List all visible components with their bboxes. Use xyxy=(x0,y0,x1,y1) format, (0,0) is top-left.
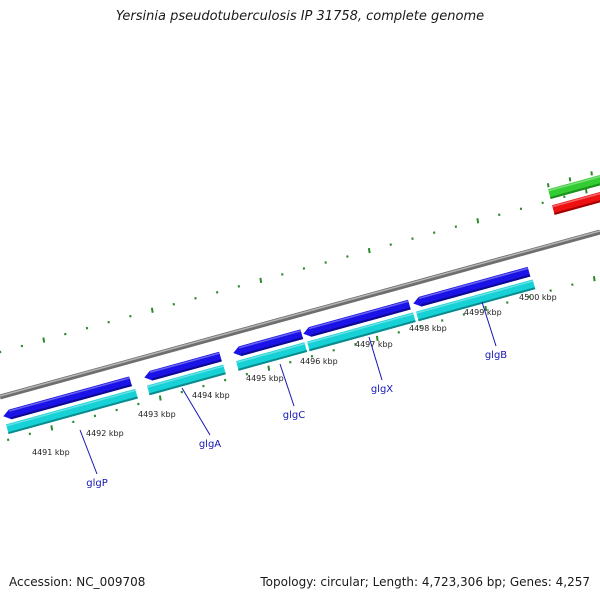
accession-text: Accession: NC_009708 xyxy=(9,575,146,589)
reverse-feature-red xyxy=(552,189,600,215)
gene-leader-line xyxy=(368,336,383,381)
reverse-strand-bar-edge xyxy=(149,372,226,396)
forward-feature-green-shine xyxy=(548,174,600,192)
gene-label-glgA: glgA xyxy=(199,439,221,450)
forward-gene-glgX xyxy=(303,299,411,337)
reverse-strand-bar xyxy=(147,364,226,396)
outer-tick-mark xyxy=(547,183,550,188)
tick-label: 4496 kbp xyxy=(300,357,338,366)
gene-label-glgX: glgX xyxy=(371,384,393,395)
forward-feature-green-fill xyxy=(548,173,600,199)
label-layer: 4491 kbp 4492 kbp 4493 kbp 4494 kbp 4495 kbp… xyxy=(32,293,557,489)
outer-tick-mark xyxy=(150,307,154,313)
inner-tick-mark xyxy=(267,365,271,371)
backbone-layer xyxy=(0,229,600,400)
forward-gene-glgX-fill xyxy=(303,299,411,337)
tick-label: 4500 kbp xyxy=(519,293,557,302)
reverse-strand-bar-edge xyxy=(309,320,416,352)
tick-label: 4491 kbp xyxy=(32,448,70,457)
reverse-strand-bar xyxy=(236,342,308,371)
outer-tick-mark xyxy=(590,171,593,176)
reverse-strand-bar-shine xyxy=(416,280,534,314)
inner-tick-mark xyxy=(158,395,162,401)
outer-tick-mark xyxy=(259,277,263,284)
tick-label: 4499 kbp xyxy=(464,308,502,317)
reverse-strand-bar-shine xyxy=(236,342,306,364)
gene-leader-line xyxy=(79,429,98,475)
reverse-strand-bar-edge xyxy=(8,396,138,434)
forward-gene-glgA-shine xyxy=(149,352,220,373)
forward-gene-glgA-fill xyxy=(144,351,222,381)
inner-tick-mark xyxy=(592,276,596,282)
tick-label: 4495 kbp xyxy=(246,374,284,383)
tick-layer xyxy=(0,171,596,442)
reverse-strand-bar xyxy=(416,279,536,322)
outer-tick-mark xyxy=(42,337,46,343)
forward-gene-glgX-shine xyxy=(308,300,409,330)
reverse-strand-bar-shine xyxy=(6,389,136,427)
tick-label: 4493 kbp xyxy=(138,410,176,419)
forward-gene-glgP-fill xyxy=(3,376,132,420)
gene-label-glgC: glgC xyxy=(283,410,305,421)
tick-label: 4498 kbp xyxy=(409,324,447,333)
forward-gene-glgC-edge xyxy=(240,337,304,356)
reverse-strand-bar-fill xyxy=(307,312,416,352)
forward-gene-glgB-edge xyxy=(420,274,531,307)
reverse-strand-bar xyxy=(307,312,416,352)
gene-layer xyxy=(3,173,600,434)
genome-backbone-highlight xyxy=(0,230,600,397)
genome-backbone xyxy=(0,229,600,400)
reverse-strand-bar-fill xyxy=(236,342,308,371)
forward-gene-glgB-shine xyxy=(418,267,529,300)
gene-label-glgB: glgB xyxy=(485,350,507,361)
outer-tick-mark xyxy=(568,177,572,182)
reverse-strand-bar-fill xyxy=(147,364,226,396)
reverse-feature-red-edge xyxy=(554,197,600,215)
tick-label: 4492 kbp xyxy=(86,429,124,438)
forward-gene-glgC xyxy=(233,329,304,356)
forward-gene-glgA xyxy=(144,351,222,381)
gene-label-glgP: glgP xyxy=(86,478,108,489)
gene-leader-line xyxy=(279,363,295,407)
forward-gene-glgC-shine xyxy=(238,330,302,349)
outer-tick-mark xyxy=(367,247,371,254)
reverse-strand-bar-fill xyxy=(416,279,536,322)
forward-gene-glgP-shine xyxy=(8,377,130,412)
tick-label: 4494 kbp xyxy=(192,391,230,400)
gene-leader-line xyxy=(181,387,211,436)
reverse-strand-bar-edge xyxy=(418,287,536,322)
inner-tick-mark xyxy=(375,335,379,342)
forward-gene-glgB xyxy=(413,266,531,307)
reverse-strand-bar-shine xyxy=(307,313,414,344)
forward-feature-green-edge xyxy=(550,181,600,199)
map-title: Yersinia pseudotuberculosis IP 31758, co… xyxy=(115,9,485,24)
gene-leader-line xyxy=(481,301,497,347)
forward-gene-glgX-edge xyxy=(310,307,411,337)
reverse-strand-bar-shine xyxy=(147,365,224,388)
forward-gene-glgB-fill xyxy=(413,266,531,307)
forward-gene-glgA-edge xyxy=(151,359,222,381)
forward-gene-glgC-fill xyxy=(233,329,304,356)
reverse-feature-red-fill xyxy=(552,189,600,215)
outer-tick-mark xyxy=(476,218,480,224)
forward-gene-glgP-edge xyxy=(10,384,132,420)
genome-summary-text: Topology: circular; Length: 4,723,306 bp… xyxy=(260,575,590,589)
forward-gene-glgP xyxy=(3,376,132,420)
tick-label: 4497 kbp xyxy=(355,340,393,349)
reverse-feature-red-shine xyxy=(552,190,600,208)
reverse-strand-bar-fill xyxy=(6,388,138,434)
reverse-strand-bar xyxy=(6,388,138,434)
forward-feature-green xyxy=(548,173,600,199)
inner-tick-mark xyxy=(484,305,488,312)
inner-tick-mark xyxy=(50,425,54,431)
reverse-strand-bar-edge xyxy=(238,349,308,371)
